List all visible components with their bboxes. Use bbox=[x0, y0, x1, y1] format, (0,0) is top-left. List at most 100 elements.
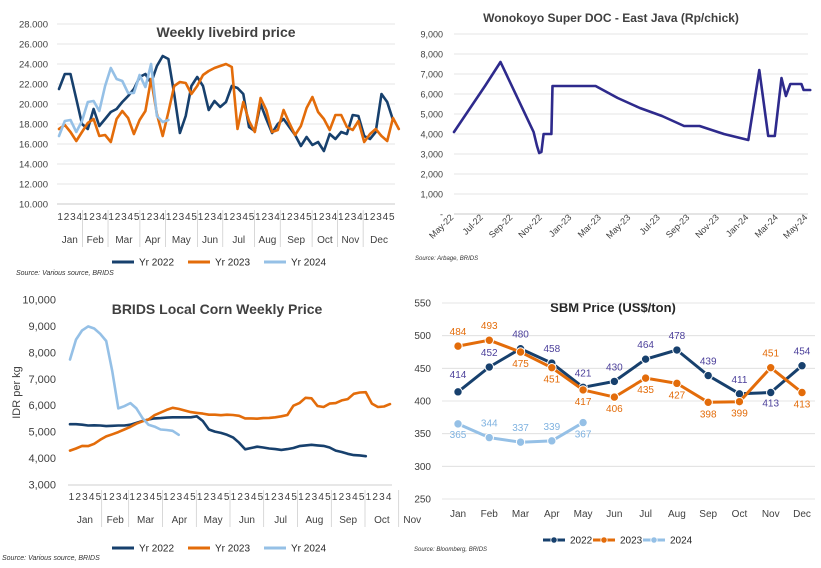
sbm-data-label-2022: 458 bbox=[543, 344, 560, 355]
livebird-x-week-tick: 2 bbox=[230, 212, 236, 223]
livebird-y-tick-label: 10.000 bbox=[19, 200, 48, 211]
livebird-x-week-tick: 2 bbox=[89, 212, 95, 223]
livebird-x-week-tick: 2 bbox=[147, 212, 153, 223]
livebird-x-week-tick: 1 bbox=[140, 212, 146, 223]
livebird-x-week-tick: 4 bbox=[274, 212, 280, 223]
livebird-x-week-tick: 1 bbox=[223, 212, 229, 223]
sbm-y-tick-label: 500 bbox=[414, 331, 431, 342]
livebird-x-week-tick: 1 bbox=[57, 212, 63, 223]
corn-x-week-tick: 4 bbox=[183, 492, 189, 503]
corn-x-month-label: Jul bbox=[274, 515, 287, 526]
corn-y-tick-label: 10,000 bbox=[22, 295, 56, 307]
corn-x-week-tick: 1 bbox=[298, 492, 304, 503]
livebird-x-week-tick: 2 bbox=[204, 212, 210, 223]
corn-y-tick-label: 7,000 bbox=[28, 374, 56, 386]
corn-x-week-tick: 5 bbox=[96, 492, 102, 503]
sbm-data-label-2023: 451 bbox=[762, 349, 779, 360]
sbm-x-tick-label: Jun bbox=[606, 509, 622, 520]
sbm-y-tick-label: 550 bbox=[414, 299, 431, 310]
corn-x-week-tick: 1 bbox=[69, 492, 75, 503]
sbm-y-tick-label: 300 bbox=[414, 462, 431, 473]
livebird-y-tick-label: 16.000 bbox=[19, 140, 48, 151]
sbm-x-tick-label: Jul bbox=[639, 509, 652, 520]
livebird-x-week-tick: 3 bbox=[70, 212, 76, 223]
livebird-y-tick-label: 14.000 bbox=[19, 160, 48, 171]
corn-x-month-label: Jun bbox=[239, 515, 255, 526]
corn-y-tick-label: 3,000 bbox=[28, 480, 56, 492]
livebird-x-week-tick: 4 bbox=[383, 212, 389, 223]
corn-series-yr-2024 bbox=[68, 325, 180, 437]
livebird-y-tick-label: 28.000 bbox=[19, 20, 48, 31]
corn-x-week-tick: 2 bbox=[170, 492, 176, 503]
sbm-point-2023 bbox=[640, 373, 651, 383]
livebird-x-week-tick: 1 bbox=[281, 212, 287, 223]
livebird-x-week-tick: 4 bbox=[242, 212, 248, 223]
livebird-series-yr-2022 bbox=[57, 54, 395, 153]
corn-x-week-tick: 5 bbox=[291, 492, 297, 503]
livebird-y-tick-label: 24.000 bbox=[19, 60, 48, 71]
sbm-data-label-2023: 399 bbox=[731, 409, 748, 420]
livebird-x-week-tick: 2 bbox=[115, 212, 121, 223]
corn-x-week-tick: 3 bbox=[278, 492, 284, 503]
corn-x-month-label: Apr bbox=[172, 515, 188, 526]
sbm-x-tick-label: Dec bbox=[793, 509, 811, 520]
livebird-x-week-tick: 3 bbox=[96, 212, 102, 223]
doc-x-tick-label: Nov-23 bbox=[693, 212, 721, 240]
livebird-x-week-tick: 1 bbox=[338, 212, 344, 223]
corn-series-yr-2023 bbox=[68, 390, 392, 452]
livebird-x-week-tick: 3 bbox=[268, 212, 274, 223]
corn-legend-label: Yr 2022 bbox=[139, 544, 174, 555]
sbm-point-2023 bbox=[703, 397, 713, 408]
corn-x-month-label: Sep bbox=[339, 515, 357, 526]
livebird-x-month-label: Jul bbox=[232, 235, 245, 246]
livebird-x-week-tick: 3 bbox=[153, 212, 159, 223]
corn-x-week-tick: 2 bbox=[109, 492, 115, 503]
corn-x-month-label: May bbox=[204, 515, 223, 526]
sbm-data-label-2023: 406 bbox=[606, 404, 623, 415]
corn-x-week-tick: 4 bbox=[352, 492, 358, 503]
sbm-legend-label: 2024 bbox=[670, 536, 693, 547]
sbm-point-2022 bbox=[797, 361, 807, 371]
livebird-x-week-tick: 4 bbox=[185, 212, 191, 223]
corn-x-week-tick: 2 bbox=[271, 492, 277, 503]
corn-x-week-tick: 3 bbox=[379, 492, 385, 503]
sbm-x-tick-label: Aug bbox=[668, 509, 686, 520]
livebird-x-week-tick: 4 bbox=[300, 212, 306, 223]
sbm-point-2022 bbox=[609, 376, 620, 387]
livebird-x-week-tick: 2 bbox=[319, 212, 325, 223]
livebird-x-month-label: Apr bbox=[145, 235, 161, 246]
sbm-point-2024 bbox=[547, 436, 557, 446]
corn-y-axis-label: IDR per kg bbox=[11, 366, 23, 419]
livebird-x-week-tick: 3 bbox=[179, 212, 185, 223]
livebird-x-week-tick: 1 bbox=[364, 212, 370, 223]
sbm-point-2023 bbox=[484, 335, 494, 345]
sbm-data-label-2024: 339 bbox=[543, 422, 560, 433]
doc-x-tick-label: Nov-22 bbox=[516, 212, 544, 240]
corn-x-week-tick: 2 bbox=[339, 492, 345, 503]
sbm-point-2023 bbox=[609, 392, 620, 402]
livebird-x-week-tick: 5 bbox=[249, 212, 255, 223]
livebird-x-week-tick: 4 bbox=[77, 212, 83, 223]
sbm-y-tick-label: 250 bbox=[414, 495, 431, 506]
corn-x-week-tick: 1 bbox=[264, 492, 270, 503]
corn-x-week-tick: 1 bbox=[197, 492, 203, 503]
livebird-x-week-tick: 3 bbox=[293, 212, 299, 223]
livebird-x-week-tick: 4 bbox=[128, 212, 134, 223]
corn-x-week-tick: 4 bbox=[150, 492, 156, 503]
livebird-legend-label: Yr 2024 bbox=[291, 258, 326, 269]
sbm-point-2024 bbox=[578, 417, 588, 428]
doc-y-tick-label: 1,000 bbox=[420, 190, 443, 200]
corn-x-week-tick: 3 bbox=[143, 492, 149, 503]
sbm-point-2023 bbox=[453, 341, 463, 351]
sbm-data-label-2022: 421 bbox=[575, 368, 592, 379]
doc-x-tick-label: Jan-23 bbox=[547, 212, 574, 239]
corn-x-week-tick: 4 bbox=[386, 492, 392, 503]
corn-x-week-tick: 1 bbox=[102, 492, 108, 503]
sbm-point-2023 bbox=[547, 362, 557, 373]
sbm-data-label-2022: 452 bbox=[481, 348, 498, 359]
livebird-y-tick-label: 18.000 bbox=[19, 120, 48, 131]
sbm-point-2022 bbox=[640, 354, 651, 364]
sbm-data-label-2024: 365 bbox=[450, 430, 467, 441]
corn-x-month-label: Mar bbox=[137, 515, 155, 526]
sbm-source: Source: Bloomberg, BRIDS bbox=[414, 547, 488, 553]
